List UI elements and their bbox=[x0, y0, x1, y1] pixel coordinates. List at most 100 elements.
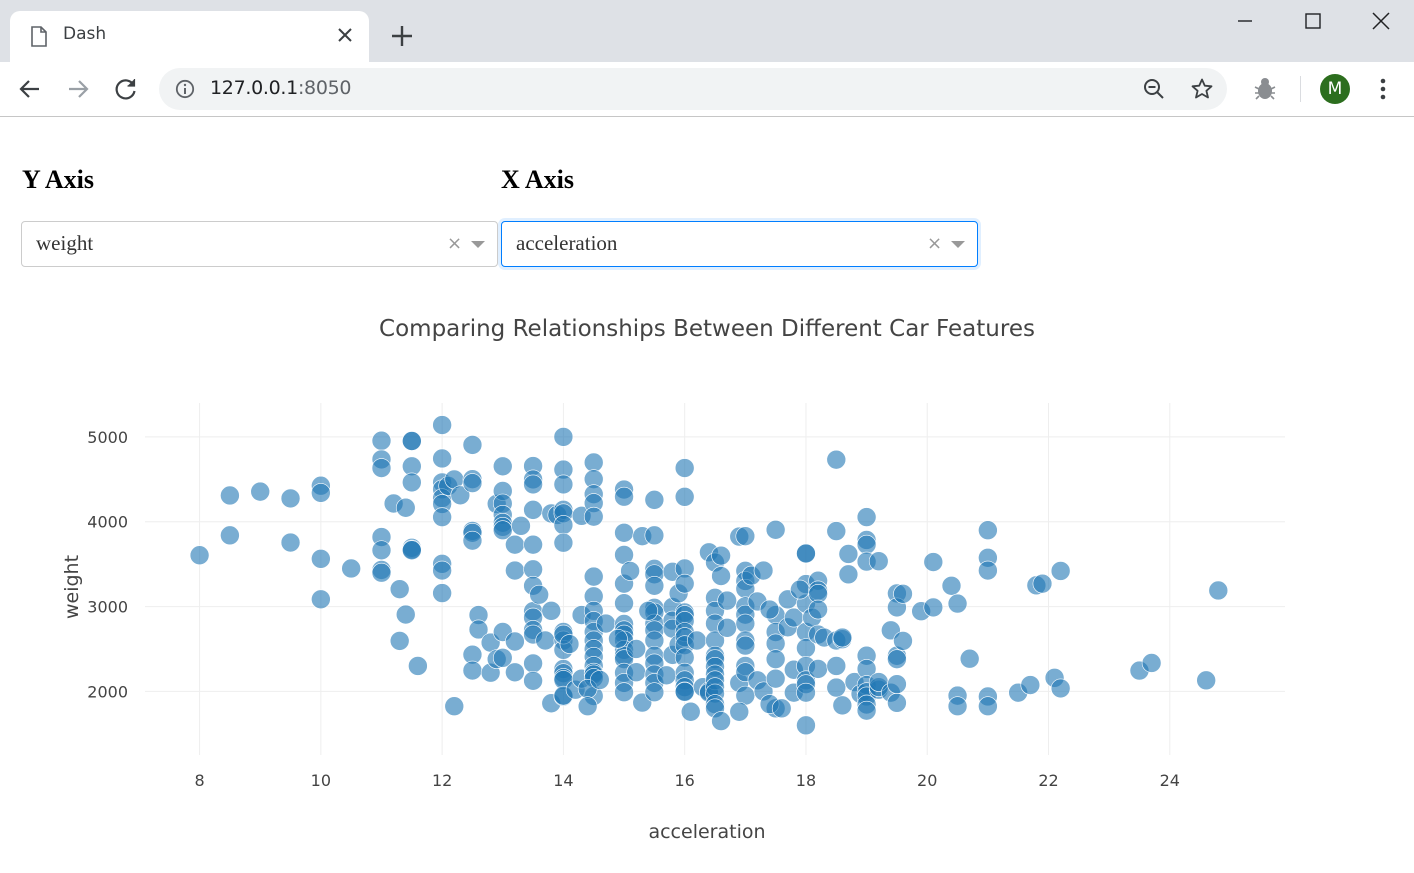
scatter-point[interactable] bbox=[947, 696, 968, 717]
scatter-point[interactable] bbox=[644, 525, 665, 546]
scatter-point[interactable] bbox=[1020, 675, 1041, 695]
scatter-point[interactable] bbox=[371, 562, 392, 583]
back-arrow-icon[interactable] bbox=[16, 75, 44, 103]
scatter-point[interactable] bbox=[656, 665, 677, 686]
scatter-point[interactable] bbox=[674, 487, 695, 507]
scatter-point[interactable] bbox=[674, 682, 695, 702]
scatter-point[interactable] bbox=[402, 431, 422, 451]
scatter-point[interactable] bbox=[492, 648, 513, 668]
scatter-point[interactable] bbox=[711, 545, 731, 566]
scatter-point[interactable] bbox=[523, 559, 543, 580]
scatter-point[interactable] bbox=[535, 630, 556, 651]
scatter-point[interactable] bbox=[523, 500, 543, 520]
reload-icon[interactable] bbox=[112, 75, 140, 103]
scatter-point[interactable] bbox=[796, 715, 816, 736]
scatter-point[interactable] bbox=[583, 506, 604, 527]
scatter-point[interactable] bbox=[444, 696, 465, 717]
scatter-point[interactable] bbox=[808, 659, 828, 679]
scatter-point[interactable] bbox=[729, 701, 750, 722]
dropdown-arrow-icon[interactable] bbox=[471, 241, 485, 248]
scatter-point[interactable] bbox=[717, 617, 737, 638]
scatter-point[interactable] bbox=[765, 520, 786, 540]
scatter-point[interactable] bbox=[1208, 580, 1229, 601]
scatter-point[interactable] bbox=[541, 601, 562, 621]
scatter-point[interactable] bbox=[553, 515, 574, 535]
scatter-point[interactable] bbox=[832, 627, 853, 648]
scatter-point[interactable] bbox=[432, 448, 452, 469]
scatter-point[interactable] bbox=[856, 507, 877, 527]
scatter-point[interactable] bbox=[371, 458, 392, 478]
scatter-point[interactable] bbox=[1050, 561, 1071, 581]
scatter-point[interactable] bbox=[826, 449, 847, 470]
scatter-point[interactable] bbox=[395, 497, 416, 518]
scatter-point[interactable] bbox=[735, 526, 756, 546]
scatter-point[interactable] bbox=[717, 590, 737, 611]
scatter-point[interactable] bbox=[553, 427, 574, 447]
x-axis-dropdown[interactable]: acceleration × bbox=[501, 221, 978, 267]
scatter-point[interactable] bbox=[947, 593, 968, 614]
scatter-point[interactable] bbox=[680, 701, 701, 722]
scatter-point[interactable] bbox=[505, 662, 525, 683]
profile-avatar[interactable]: M bbox=[1320, 74, 1350, 104]
scatter-point[interactable] bbox=[941, 575, 962, 596]
scatter-point[interactable] bbox=[711, 566, 731, 586]
scatter-point[interactable] bbox=[626, 662, 646, 683]
scatter-point[interactable] bbox=[765, 649, 786, 669]
scatter-point[interactable] bbox=[978, 696, 998, 717]
scatter-point[interactable] bbox=[614, 593, 634, 614]
scatter-point[interactable] bbox=[674, 573, 695, 594]
scatter-point[interactable] bbox=[893, 631, 913, 651]
scatter-point[interactable] bbox=[432, 583, 452, 603]
close-tab-icon[interactable] bbox=[335, 25, 355, 45]
scatter-point[interactable] bbox=[389, 631, 410, 651]
scatter-point[interactable] bbox=[959, 648, 980, 669]
scatter-point[interactable] bbox=[644, 490, 665, 510]
scatter-point[interactable] bbox=[687, 630, 707, 651]
scatter-point[interactable] bbox=[583, 452, 604, 473]
scatter-point[interactable] bbox=[432, 507, 452, 527]
scatter-point[interactable] bbox=[887, 674, 907, 694]
scatter-point[interactable] bbox=[505, 534, 525, 555]
scatter-point[interactable] bbox=[523, 474, 543, 495]
scatter-point[interactable] bbox=[868, 551, 889, 571]
forward-arrow-icon[interactable] bbox=[64, 75, 92, 103]
scatter-point[interactable] bbox=[280, 532, 301, 553]
scatter-point[interactable] bbox=[753, 560, 774, 581]
clear-icon[interactable]: × bbox=[447, 233, 463, 254]
info-icon[interactable] bbox=[175, 79, 195, 99]
browser-tab[interactable]: Dash bbox=[10, 11, 369, 62]
scatter-point[interactable] bbox=[893, 584, 913, 604]
scatter-point[interactable] bbox=[505, 631, 525, 652]
scatter-chart[interactable]: Comparing Relationships Between Differen… bbox=[0, 300, 1414, 860]
scatter-point[interactable] bbox=[832, 695, 853, 716]
scatter-point[interactable] bbox=[492, 456, 513, 477]
scatter-point[interactable] bbox=[583, 566, 604, 587]
scatter-point[interactable] bbox=[553, 532, 574, 553]
scatter-point[interactable] bbox=[402, 472, 422, 493]
scatter-point[interactable] bbox=[923, 597, 944, 618]
scatter-point[interactable] bbox=[341, 558, 361, 579]
scatter-point[interactable] bbox=[796, 543, 816, 564]
scatter-point[interactable] bbox=[311, 589, 331, 610]
bookmark-star-icon[interactable] bbox=[1190, 77, 1214, 101]
dropdown-arrow-icon[interactable] bbox=[951, 241, 965, 248]
scatter-point[interactable] bbox=[462, 435, 483, 455]
scatter-point[interactable] bbox=[856, 534, 877, 555]
url-text[interactable]: 127.0.0.1:8050 bbox=[210, 77, 352, 99]
scatter-point[interactable] bbox=[220, 525, 240, 546]
scatter-point[interactable] bbox=[389, 579, 410, 599]
scatter-point[interactable] bbox=[311, 483, 331, 503]
scatter-point[interactable] bbox=[759, 599, 780, 620]
scatter-point[interactable] bbox=[626, 639, 646, 659]
scatter-point[interactable] bbox=[371, 540, 392, 561]
scatter-point[interactable] bbox=[462, 530, 483, 551]
scatter-point[interactable] bbox=[1032, 573, 1053, 594]
scatter-point[interactable] bbox=[462, 473, 483, 493]
scatter-point[interactable] bbox=[608, 628, 628, 649]
scatter-point[interactable] bbox=[887, 693, 907, 713]
scatter-point[interactable] bbox=[311, 549, 331, 569]
scatter-point[interactable] bbox=[523, 534, 543, 555]
scatter-point[interactable] bbox=[1050, 678, 1071, 699]
scatter-point[interactable] bbox=[450, 485, 471, 506]
scatter-point[interactable] bbox=[395, 604, 416, 625]
